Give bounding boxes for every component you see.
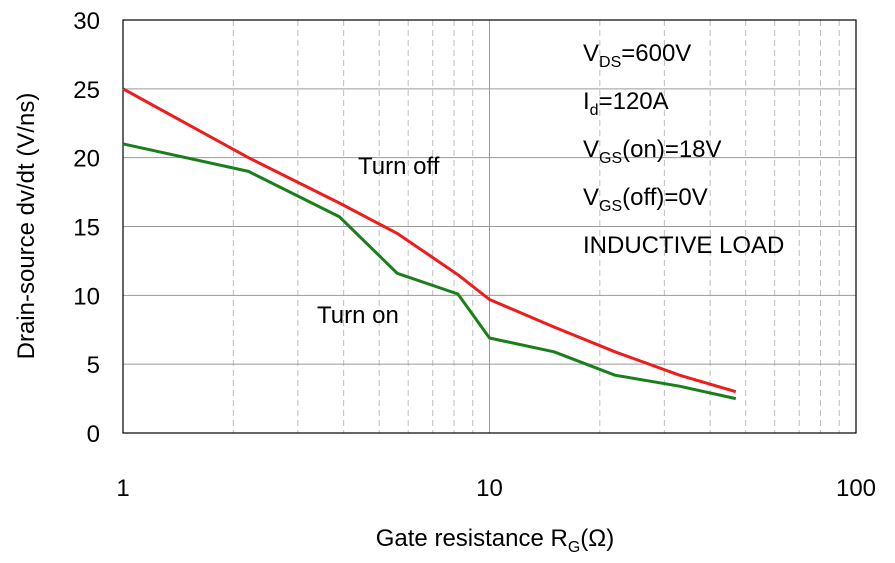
- condition-annotation: Id=120A: [583, 88, 669, 119]
- y-tick-label: 0: [87, 421, 100, 448]
- x-axis-label: Gate resistance RG(Ω): [376, 525, 614, 556]
- x-tick-label: 10: [476, 475, 503, 502]
- y-tick-label: 25: [73, 77, 100, 104]
- grid-lines: [123, 20, 856, 433]
- y-tick-label: 30: [73, 8, 100, 35]
- y-tick-label: 10: [73, 283, 100, 310]
- y-tick-labels: 0 5 10 15 20 25 30: [73, 8, 100, 448]
- x-tick-label: 100: [836, 475, 876, 502]
- condition-annotation: VGS(on)=18V: [583, 136, 722, 167]
- condition-annotation: INDUCTIVE LOAD: [583, 232, 784, 259]
- series-labels: Turn off Turn on: [317, 153, 440, 329]
- series-line-turn-on: [122, 142, 737, 401]
- y-axis-label: Drain-source dv/dt (V/ns): [13, 93, 40, 360]
- condition-annotation: VDS=600V: [583, 40, 691, 71]
- series-line-turn-off: [122, 87, 737, 394]
- x-tick-label: 1: [116, 475, 129, 502]
- y-tick-label: 5: [87, 352, 100, 379]
- series-label-turn-off: Turn off: [358, 153, 440, 180]
- x-tick-labels: 1 10 100: [116, 475, 876, 502]
- y-tick-label: 15: [73, 215, 100, 242]
- plot-frame: [122, 19, 857, 434]
- condition-annotation: VGS(off)=0V: [583, 184, 708, 215]
- y-tick-label: 20: [73, 146, 100, 173]
- series-label-turn-on: Turn on: [317, 302, 399, 329]
- series-layer: [122, 87, 737, 401]
- test-conditions: VDS=600V Id=120A VGS(on)=18V VGS(off)=0V IND…: [583, 40, 784, 259]
